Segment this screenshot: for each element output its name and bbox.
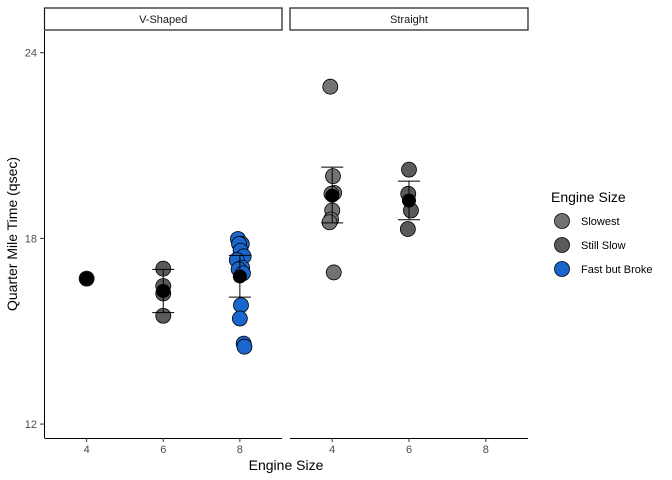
data-point bbox=[325, 168, 341, 185]
legend-label: Slowest bbox=[581, 216, 620, 228]
panel-v-shaped: V-Shaped 4 6 8 bbox=[43, 7, 283, 456]
data-point bbox=[322, 78, 339, 95]
legend-key bbox=[554, 261, 570, 277]
x-tick-label: 4 bbox=[84, 444, 90, 456]
data-point bbox=[231, 310, 248, 327]
legend-items: Slowest Still Slow Fast but Broke bbox=[554, 213, 653, 277]
facet-strip bbox=[43, 7, 283, 31]
y-tick-label: 12 bbox=[25, 419, 37, 431]
x-tick-label: 4 bbox=[329, 444, 335, 456]
y-ticks: 12 18 24 bbox=[25, 48, 45, 431]
y-tick-label: 18 bbox=[25, 233, 37, 245]
data-point bbox=[325, 264, 342, 281]
data-point bbox=[233, 297, 249, 314]
summary-mean-point bbox=[325, 188, 340, 203]
x-tick-label: 8 bbox=[483, 444, 489, 456]
facet-strip bbox=[289, 7, 529, 31]
y-tick-label: 24 bbox=[25, 48, 37, 60]
summary-mean-point bbox=[79, 271, 94, 286]
panel-straight: Straight 4 6 8 bbox=[289, 7, 529, 456]
legend: Engine Size Slowest Still Slow Fast but Br… bbox=[551, 189, 653, 277]
legend-key bbox=[554, 213, 570, 229]
data-point bbox=[321, 214, 338, 231]
summary-mean-point bbox=[402, 193, 416, 208]
summary-mean-point bbox=[156, 283, 171, 298]
data-point bbox=[401, 161, 417, 178]
legend-label: Fast but Broke bbox=[581, 264, 653, 276]
y-axis-title: Quarter Mile Time (qsec) bbox=[4, 157, 20, 311]
x-tick-label: 6 bbox=[406, 444, 412, 456]
legend-key bbox=[554, 237, 570, 253]
x-tick-label: 6 bbox=[160, 444, 166, 456]
data-point bbox=[236, 338, 253, 355]
panels: V-Shaped 4 6 8 Straight 4 6 8 bbox=[43, 7, 529, 456]
facet-strip-label: Straight bbox=[390, 14, 428, 26]
x-tick-label: 8 bbox=[237, 444, 243, 456]
data-point bbox=[399, 221, 416, 237]
legend-label: Still Slow bbox=[581, 240, 626, 252]
legend-title: Engine Size bbox=[551, 189, 626, 205]
x-axis-title: Engine Size bbox=[249, 457, 324, 473]
summary-mean-point bbox=[232, 269, 247, 284]
facet-strip-label: V-Shaped bbox=[139, 14, 187, 26]
